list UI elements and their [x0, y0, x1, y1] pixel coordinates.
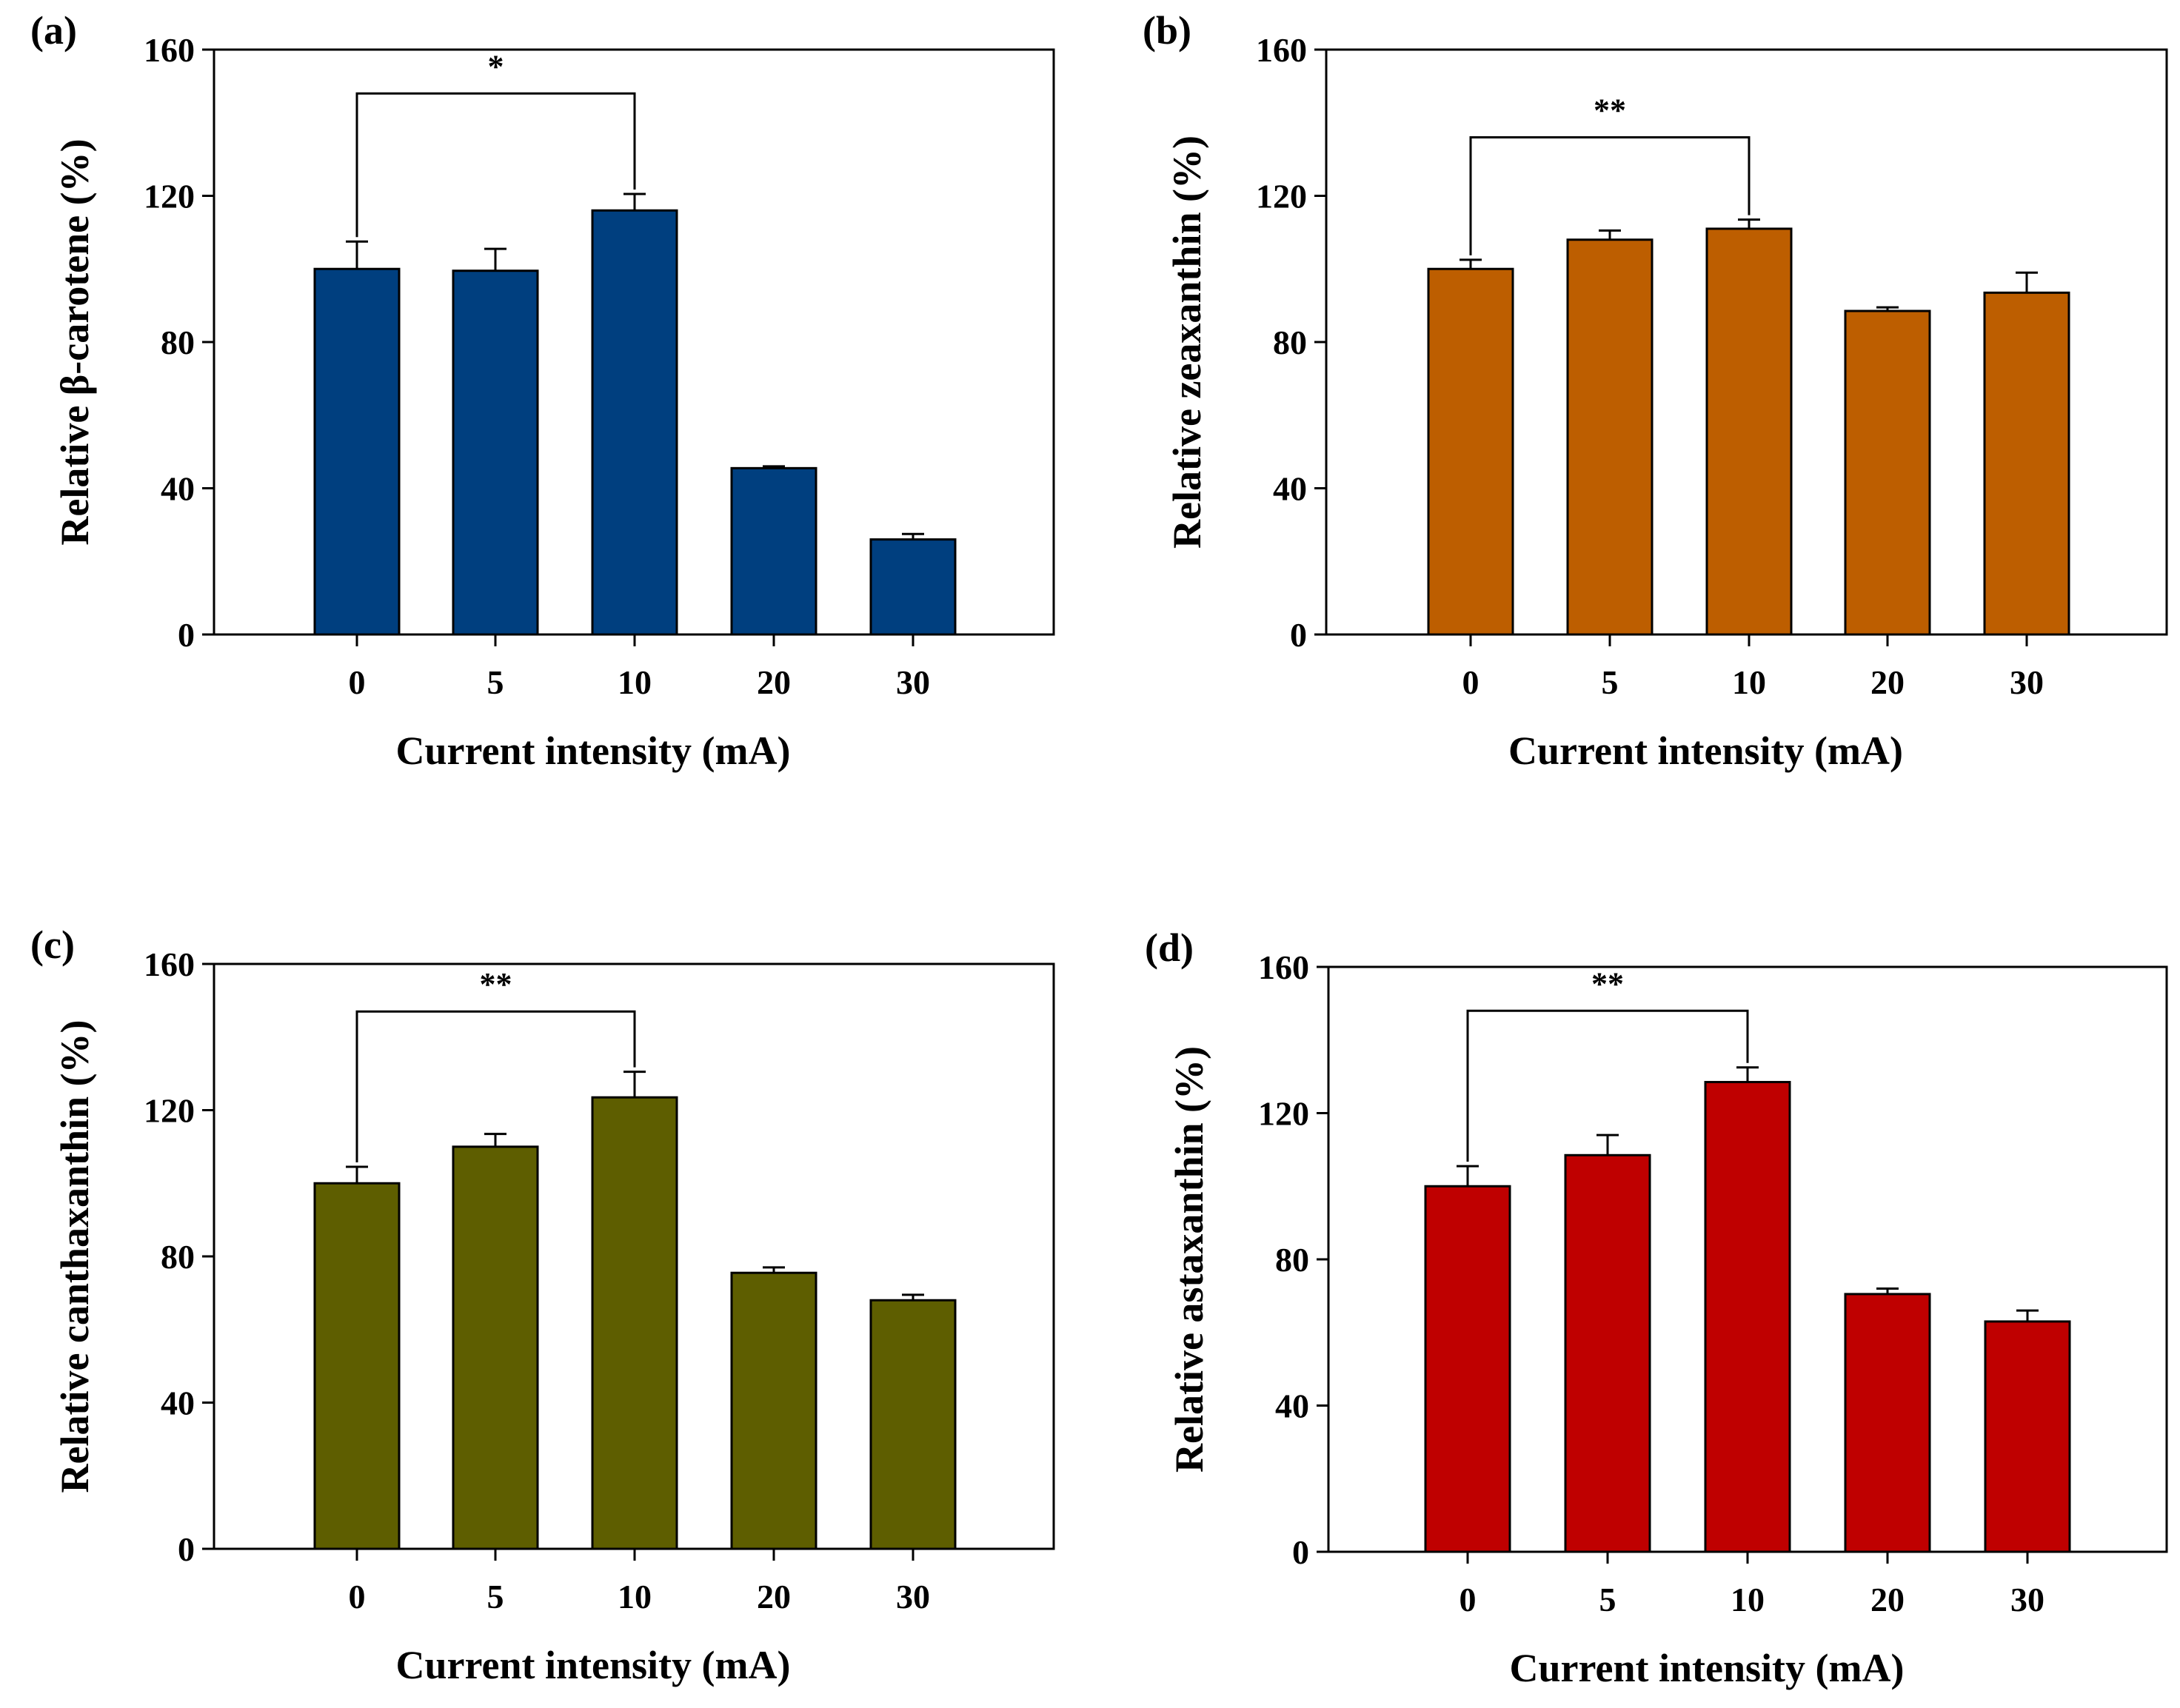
panel-d: 0 40 80 120 160 0 5 10 20 30 Current intensity (mA… — [1145, 925, 2168, 1690]
y-tick-label: 40 — [1273, 470, 1307, 508]
bar-20 — [1844, 309, 1931, 636]
panel-a: 0 40 80 120 160 0 5 10 20 30 Current intensity (mA… — [30, 8, 1055, 773]
y-tick-label: 80 — [1275, 1241, 1309, 1279]
bar-20 — [730, 1271, 818, 1550]
x-axis-label: Current intensity (mA) — [1508, 729, 1903, 773]
panel-label: (c) — [30, 922, 75, 967]
y-tick-label: 160 — [1256, 31, 1307, 69]
x-tick-label: 10 — [618, 1578, 652, 1615]
bar-20 — [1844, 1293, 1931, 1553]
bar-0 — [1427, 267, 1514, 636]
x-tick-label: 30 — [896, 1578, 930, 1615]
x-tick-label: 20 — [1870, 1581, 1905, 1618]
panel-label: (b) — [1143, 8, 1191, 53]
bar-30 — [1984, 1320, 2071, 1553]
significance-bracket — [355, 1010, 636, 1163]
panel-b: 0 40 80 120 160 0 5 10 20 30 Current intensity (mA… — [1143, 8, 2168, 773]
bar-30 — [869, 538, 957, 636]
panel-label: (d) — [1145, 925, 1194, 970]
y-tick-label: 40 — [1275, 1387, 1309, 1425]
x-tick-label: 30 — [2010, 663, 2044, 701]
panel-c: 0 40 80 120 160 0 5 10 20 30 Current intensity (mA… — [30, 922, 1055, 1687]
x-tick-label: 20 — [757, 663, 791, 701]
y-axis-label: Relative astaxanthin (%) — [1167, 1046, 1211, 1473]
y-axis-label: Relative β-carotene (%) — [53, 138, 97, 545]
y-tick-label: 40 — [161, 470, 195, 508]
x-axis-label: Current intensity (mA) — [396, 729, 791, 773]
significance-bracket — [355, 92, 636, 238]
y-tick-label: 80 — [161, 1238, 195, 1276]
bar-5 — [452, 1145, 539, 1550]
bar-5 — [1564, 1153, 1651, 1553]
y-tick-label: 40 — [161, 1384, 195, 1422]
bar-5 — [452, 269, 539, 636]
bar-10 — [1705, 227, 1793, 636]
x-axis-label: Current intensity (mA) — [396, 1643, 791, 1687]
y-tick-label: 120 — [144, 178, 195, 215]
significance-label: * — [488, 48, 504, 84]
y-tick-label: 120 — [1258, 1095, 1309, 1133]
y-tick-label: 80 — [1273, 324, 1307, 361]
x-tick-label: 0 — [1462, 663, 1479, 701]
bar-5 — [1566, 238, 1654, 636]
bar-30 — [1983, 291, 2070, 636]
bar-30 — [869, 1299, 957, 1550]
y-tick-label: 0 — [178, 616, 195, 654]
x-tick-label: 0 — [349, 1578, 366, 1615]
y-tick-label: 160 — [144, 31, 195, 69]
bar-0 — [1424, 1185, 1511, 1553]
x-axis-label: Current intensity (mA) — [1510, 1646, 1905, 1690]
x-tick-label: 30 — [2010, 1581, 2044, 1618]
y-tick-label: 0 — [1292, 1533, 1309, 1571]
y-tick-label: 0 — [178, 1530, 195, 1568]
x-tick-label: 5 — [487, 1578, 504, 1615]
y-tick-label: 120 — [1256, 178, 1307, 215]
y-axis-label: Relative zeaxanthin (%) — [1165, 135, 1209, 549]
bar-20 — [730, 466, 818, 636]
x-tick-label: 10 — [618, 663, 652, 701]
significance-bracket — [1469, 136, 1751, 255]
x-tick-label: 10 — [1731, 1581, 1765, 1618]
x-tick-label: 5 — [1599, 1581, 1616, 1618]
y-tick-label: 0 — [1290, 616, 1307, 654]
y-tick-label: 160 — [144, 945, 195, 983]
bar-0 — [313, 1182, 401, 1550]
x-tick-label: 0 — [1460, 1581, 1477, 1618]
x-tick-label: 20 — [757, 1578, 791, 1615]
x-tick-label: 10 — [1732, 663, 1766, 701]
significance-label: ** — [1594, 93, 1626, 129]
significance-bracket — [1466, 1009, 1749, 1162]
significance-label: ** — [1591, 965, 1624, 1002]
y-axis-label: Relative canthaxanthin (%) — [53, 1020, 97, 1493]
x-tick-label: 5 — [487, 663, 504, 701]
y-tick-label: 120 — [144, 1092, 195, 1130]
bar-0 — [313, 267, 401, 636]
y-tick-label: 80 — [161, 324, 195, 361]
x-tick-label: 20 — [1870, 663, 1905, 701]
y-tick-label: 160 — [1258, 948, 1309, 986]
x-tick-label: 0 — [349, 663, 366, 701]
bar-10 — [591, 1096, 678, 1550]
panel-label: (a) — [30, 8, 77, 53]
significance-label: ** — [480, 966, 512, 1002]
x-tick-label: 5 — [1602, 663, 1619, 701]
bar-10 — [591, 209, 678, 636]
x-tick-label: 30 — [896, 663, 930, 701]
bar-10 — [1704, 1081, 1791, 1553]
